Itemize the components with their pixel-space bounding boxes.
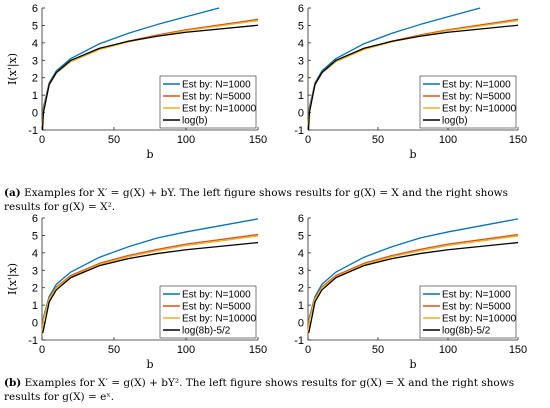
x-tick-label: 150 xyxy=(509,344,527,356)
y-axis-label: I(x'|x) xyxy=(6,53,20,85)
series-line-4 xyxy=(307,24,519,131)
x-axis-label: b xyxy=(409,148,416,161)
y-tick-label: 1 xyxy=(298,300,304,312)
legend-entry: Est by: N=5000 xyxy=(182,92,251,103)
legend-entry: log(8b)-5/2 xyxy=(182,326,231,337)
y-tick-label: 1 xyxy=(298,90,304,102)
legend-entry: Est by: N=5000 xyxy=(442,302,511,313)
legend-entry: Est by: N=1000 xyxy=(442,80,511,91)
y-tick-label: 2 xyxy=(32,283,38,295)
y-tick-label: 1 xyxy=(32,90,38,102)
caption-b: (b) Examples for X′ = g(X) + bY². The le… xyxy=(4,376,546,404)
caption-a: (a) Examples for X′ = g(X) + bY. The lef… xyxy=(4,186,546,214)
x-tick-label: 50 xyxy=(108,344,120,356)
x-tick-label: 50 xyxy=(108,134,120,146)
caption-b-label: (b) xyxy=(4,377,22,389)
legend-entry: Est by: N=1000 xyxy=(182,290,251,301)
caption-a-text: Examples for X′ = g(X) + bY. The left fi… xyxy=(4,187,509,213)
y-tick-label: 0 xyxy=(32,108,38,120)
y-tick-label: 4 xyxy=(298,38,304,50)
y-tick-label: 6 xyxy=(298,213,304,225)
legend-entry: log(8b)-5/2 xyxy=(442,326,491,337)
legend-entry: Est by: N=10000 xyxy=(442,104,517,115)
y-tick-label: -1 xyxy=(294,125,304,137)
x-axis-label: b xyxy=(146,358,153,371)
caption-a-label: (a) xyxy=(4,187,21,199)
x-tick-label: 100 xyxy=(177,344,195,356)
legend-entry: Est by: N=1000 xyxy=(442,290,511,301)
x-tick-label: 0 xyxy=(39,344,45,356)
y-tick-label: 0 xyxy=(298,318,304,330)
y-tick-label: 5 xyxy=(32,20,38,32)
legend-entry: Est by: N=1000 xyxy=(182,80,251,91)
y-tick-label: 3 xyxy=(32,55,38,67)
x-tick-label: 50 xyxy=(372,344,384,356)
y-tick-label: 3 xyxy=(298,265,304,277)
x-axis-label: b xyxy=(409,358,416,371)
legend-entry: log(b) xyxy=(182,116,208,127)
legend-entry: Est by: N=10000 xyxy=(442,314,517,325)
series-line-4 xyxy=(42,241,259,334)
y-tick-label: 6 xyxy=(32,213,38,225)
y-tick-label: 2 xyxy=(298,73,304,85)
y-tick-label: 2 xyxy=(32,73,38,85)
y-tick-label: 6 xyxy=(32,3,38,15)
x-tick-label: 150 xyxy=(249,134,267,146)
y-tick-label: 3 xyxy=(32,265,38,277)
series-line-4 xyxy=(308,241,519,334)
legend-entry: Est by: N=5000 xyxy=(442,92,511,103)
x-tick-label: 50 xyxy=(372,134,384,146)
y-tick-label: 0 xyxy=(298,108,304,120)
y-tick-label: 5 xyxy=(32,230,38,242)
y-tick-label: 2 xyxy=(298,283,304,295)
series-line-3 xyxy=(307,235,519,334)
x-tick-label: 150 xyxy=(509,134,527,146)
x-axis-label: b xyxy=(146,148,153,161)
y-tick-label: -1 xyxy=(294,335,304,347)
legend-entry: Est by: N=5000 xyxy=(182,302,251,313)
y-tick-label: 3 xyxy=(298,55,304,67)
x-tick-label: 150 xyxy=(249,344,267,356)
y-tick-label: 0 xyxy=(32,318,38,330)
y-tick-label: 5 xyxy=(298,230,304,242)
y-tick-label: 5 xyxy=(298,20,304,32)
x-tick-label: 0 xyxy=(305,344,311,356)
series-line-4 xyxy=(41,24,259,131)
x-tick-label: 100 xyxy=(177,134,195,146)
legend-entry: Est by: N=10000 xyxy=(182,314,257,325)
y-tick-label: 4 xyxy=(298,248,304,260)
x-tick-label: 0 xyxy=(39,134,45,146)
legend-entry: Est by: N=10000 xyxy=(182,104,257,115)
y-tick-label: -1 xyxy=(28,125,38,137)
caption-b-text: Examples for X′ = g(X) + bY². The left f… xyxy=(4,377,515,403)
x-tick-label: 100 xyxy=(439,134,457,146)
y-tick-label: -1 xyxy=(28,335,38,347)
y-tick-label: 4 xyxy=(32,248,38,260)
y-tick-label: 6 xyxy=(298,3,304,15)
legend-entry: log(b) xyxy=(442,116,468,127)
x-tick-label: 0 xyxy=(305,134,311,146)
series-line-3 xyxy=(41,235,259,334)
y-tick-label: 1 xyxy=(32,300,38,312)
y-tick-label: 4 xyxy=(32,38,38,50)
x-tick-label: 100 xyxy=(439,344,457,356)
y-axis-label: I(x'|x) xyxy=(6,263,20,295)
